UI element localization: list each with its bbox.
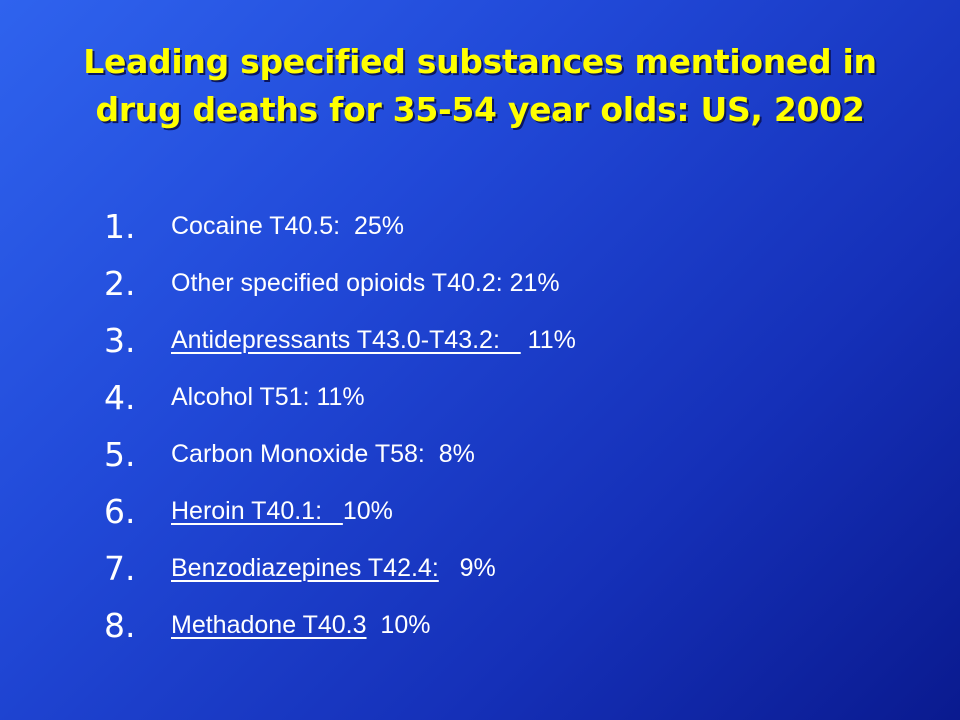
list-item-number: 1. xyxy=(104,207,136,246)
list-item-number: 6. xyxy=(104,492,136,531)
list-item-number: 2. xyxy=(104,264,136,303)
list-item: 1. Cocaine T40.5: 25% xyxy=(104,198,576,255)
list-item-text: Alcohol T51: 11% xyxy=(171,383,365,412)
list-item: 6. Heroin T40.1: 10% xyxy=(104,483,576,540)
list-item-value: 9% xyxy=(438,554,496,582)
list-item-text: Benzodiazepines T42.4: 9% xyxy=(171,554,496,583)
list-item-value: 21% xyxy=(509,269,560,297)
substance-list: 1. Cocaine T40.5: 25% 2. Other specified… xyxy=(104,198,576,654)
list-item-text: Carbon Monoxide T58: 8% xyxy=(171,440,475,469)
list-item-value: 10% xyxy=(366,611,431,639)
list-item-label: Alcohol T51: xyxy=(171,383,317,411)
list-item: 5. Carbon Monoxide T58: 8% xyxy=(104,426,576,483)
list-item-text: Other specified opioids T40.2: 21% xyxy=(171,269,560,298)
list-item-number: 7. xyxy=(104,549,136,588)
list-item-label: Cocaine T40.5: xyxy=(171,212,354,240)
list-item: 7. Benzodiazepines T42.4: 9% xyxy=(104,540,576,597)
list-item-text: Antidepressants T43.0-T43.2: 11% xyxy=(171,326,576,355)
slide-title-line-2: drug deaths for 35-54 year olds: US, 200… xyxy=(95,90,865,129)
list-item-link[interactable]: Heroin T40.1: xyxy=(171,497,343,525)
list-item-number: 8. xyxy=(104,606,136,645)
list-item: 3. Antidepressants T43.0-T43.2: 11% xyxy=(104,312,576,369)
list-item-value: 8% xyxy=(438,440,475,468)
list-item-value: 10% xyxy=(342,497,393,525)
list-item-label: Carbon Monoxide T58: xyxy=(171,440,439,468)
list-item-value: 11% xyxy=(520,326,576,354)
list-item-link[interactable]: Benzodiazepines T42.4: xyxy=(171,554,439,582)
list-item-value: 25% xyxy=(353,212,405,240)
list-item-number: 3. xyxy=(104,321,136,360)
list-item-link[interactable]: Antidepressants T43.0-T43.2: xyxy=(171,326,521,354)
slide-title-line-1: Leading specified substances mentioned i… xyxy=(83,42,877,81)
list-item-text: Cocaine T40.5: 25% xyxy=(171,212,404,241)
list-item-text: Heroin T40.1: 10% xyxy=(171,497,393,526)
list-item-label: Other specified opioids T40.2: xyxy=(171,269,510,297)
list-item-number: 5. xyxy=(104,435,136,474)
list-item-text: Methadone T40.3 10% xyxy=(171,611,430,640)
list-item: 8. Methadone T40.3 10% xyxy=(104,597,576,654)
list-item: 2. Other specified opioids T40.2: 21% xyxy=(104,255,576,312)
list-item-number: 4. xyxy=(104,378,136,417)
slide-title: Leading specified substances mentioned i… xyxy=(20,38,940,134)
list-item-value: 11% xyxy=(316,383,365,411)
list-item-link[interactable]: Methadone T40.3 xyxy=(171,611,367,639)
list-item: 4. Alcohol T51: 11% xyxy=(104,369,576,426)
